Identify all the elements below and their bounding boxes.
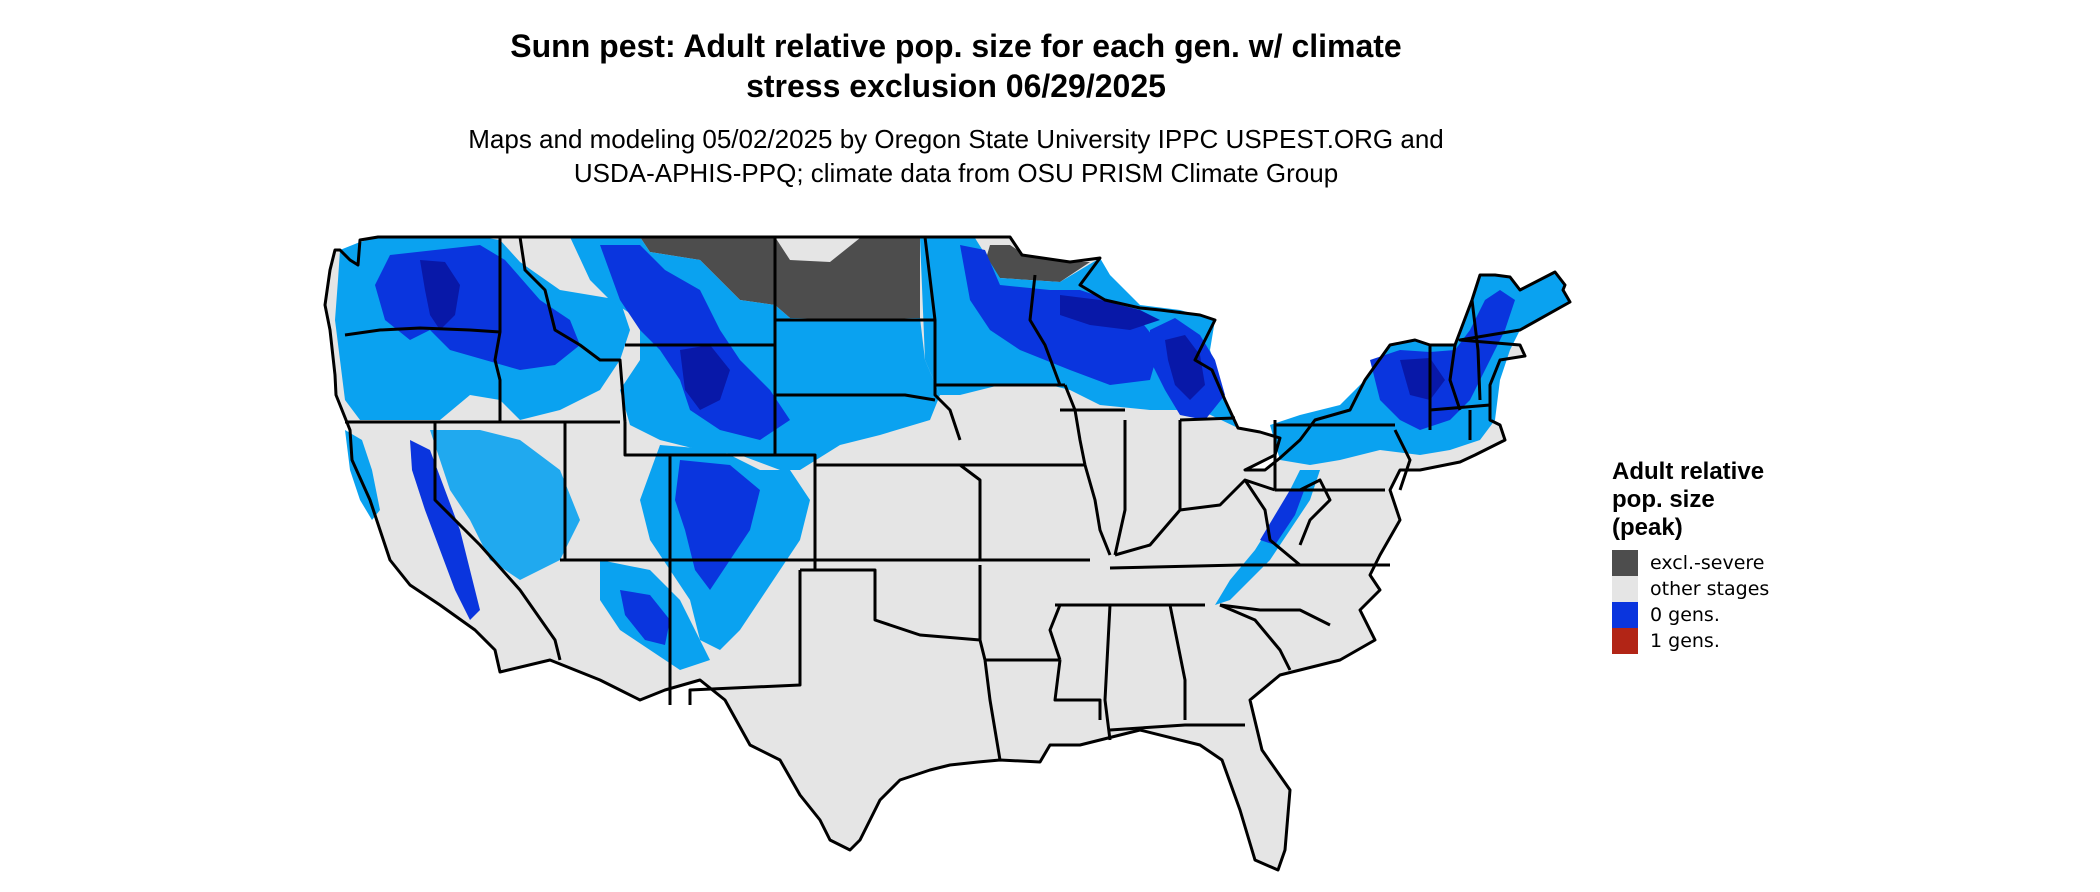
map-title-line-1: Sunn pest: Adult relative pop. size for … [510,28,1402,64]
boundary-ky-wv-va [1243,479,1301,567]
boundary-co-ks-ne [775,453,817,560]
boundary-ga-sc [1219,603,1292,671]
map-subtitle-line-2: USDA-APHIS-PPQ; climate data from OSU PR… [573,158,1339,188]
boundary-al-ga [1168,604,1187,720]
state-boundaries [323,235,1572,872]
legend-swatch [1612,628,1638,654]
map-subtitle: Maps and modeling 05/02/2025 by Oregon S… [0,122,1912,190]
pop-area-wyoming-ranges [680,345,730,410]
pop-area-washington-cascades [420,260,460,330]
pop-area-great-basin [430,430,580,580]
boundary-ky-tn [1109,563,1300,570]
boundary-ok-tx [800,568,987,661]
map-legend: Adult relative pop. size (peak) excl.-se… [1612,458,1912,654]
legend-item-excl-severe: excl.-severe [1612,550,1912,576]
boundary-id-mt [518,236,627,423]
legend-item-1-gens: 1 gens. [1612,628,1912,654]
boundary-nm-tx [688,570,802,705]
legend-title-line-3: (peak) [1612,514,1683,541]
legend-swatch [1612,602,1638,628]
boundary-ma-ct-ri [1429,403,1491,412]
boundary-mo-il [1083,464,1112,556]
boundary-ia-il [1063,384,1087,466]
boundary-ca-nv [433,422,562,661]
boundary-sd-ne [775,393,936,402]
national-outline [323,235,1572,872]
pop-area-colorado-core [675,460,760,590]
legend-label: excl.-severe [1650,552,1765,574]
legend-title-line-1: Adult relative [1612,458,1765,485]
legend-title-line-2: pop. size [1612,486,1715,513]
pop-area-adirondacks [1400,358,1445,400]
boundary-il-in [1113,420,1127,556]
boundary-nh-me [1470,299,1482,401]
boundary-nd-mn [923,236,962,441]
legend-item-other-stages: other stages [1612,576,1912,602]
boundary-wa-or [344,326,501,337]
pop-area-michigan-core [1165,335,1205,400]
boundary-vt-nh [1448,344,1462,411]
excluded-north-plains [640,237,920,320]
pop-area-coast-range [345,430,380,520]
boundary-oh-mi [1179,416,1236,422]
pop-area-northeast-core [1370,290,1515,430]
climate-exclusion-areas [640,237,1090,320]
excluded-minnesota [985,245,1090,282]
pop-area-northern-rockies-core [600,245,790,440]
legend-label: other stages [1650,578,1770,600]
boundary-ms-al [1103,604,1112,741]
legend-item-0-gens: 0 gens. [1612,602,1912,628]
legend-label: 0 gens. [1650,604,1720,626]
boundary-id-wa [493,237,502,422]
pop-area-appalachians-core [1260,488,1305,545]
boundary-ks-mo [959,463,982,560]
boundary-ar-ms [1048,604,1062,661]
pop-area-upper-peninsula [1060,295,1160,330]
legend-title: Adult relative pop. size (peak) [1612,458,1912,542]
adult-relative-pop-areas [335,237,1570,670]
map-subtitle-line-1: Maps and modeling 05/02/2025 by Oregon S… [468,124,1444,154]
map-title-line-2: stress exclusion 06/29/2025 [746,68,1166,104]
legend-swatch [1612,550,1638,576]
boundary-mn-wi [1028,274,1062,386]
boundary-in-ky [1114,478,1276,557]
pop-area-sierra-nevada [410,440,480,620]
boundary-la-tx [983,659,1002,761]
pop-area-southwest-core [620,590,670,645]
legend-label: 1 gens. [1650,630,1720,652]
boundary-al-fl [1109,723,1245,732]
boundary-nj [1393,429,1412,491]
boundary-nc-sc [1219,603,1331,627]
legend-swatch [1612,576,1638,602]
boundary-ms-la [1053,659,1102,720]
map-title: Sunn pest: Adult relative pop. size for … [0,26,1912,106]
